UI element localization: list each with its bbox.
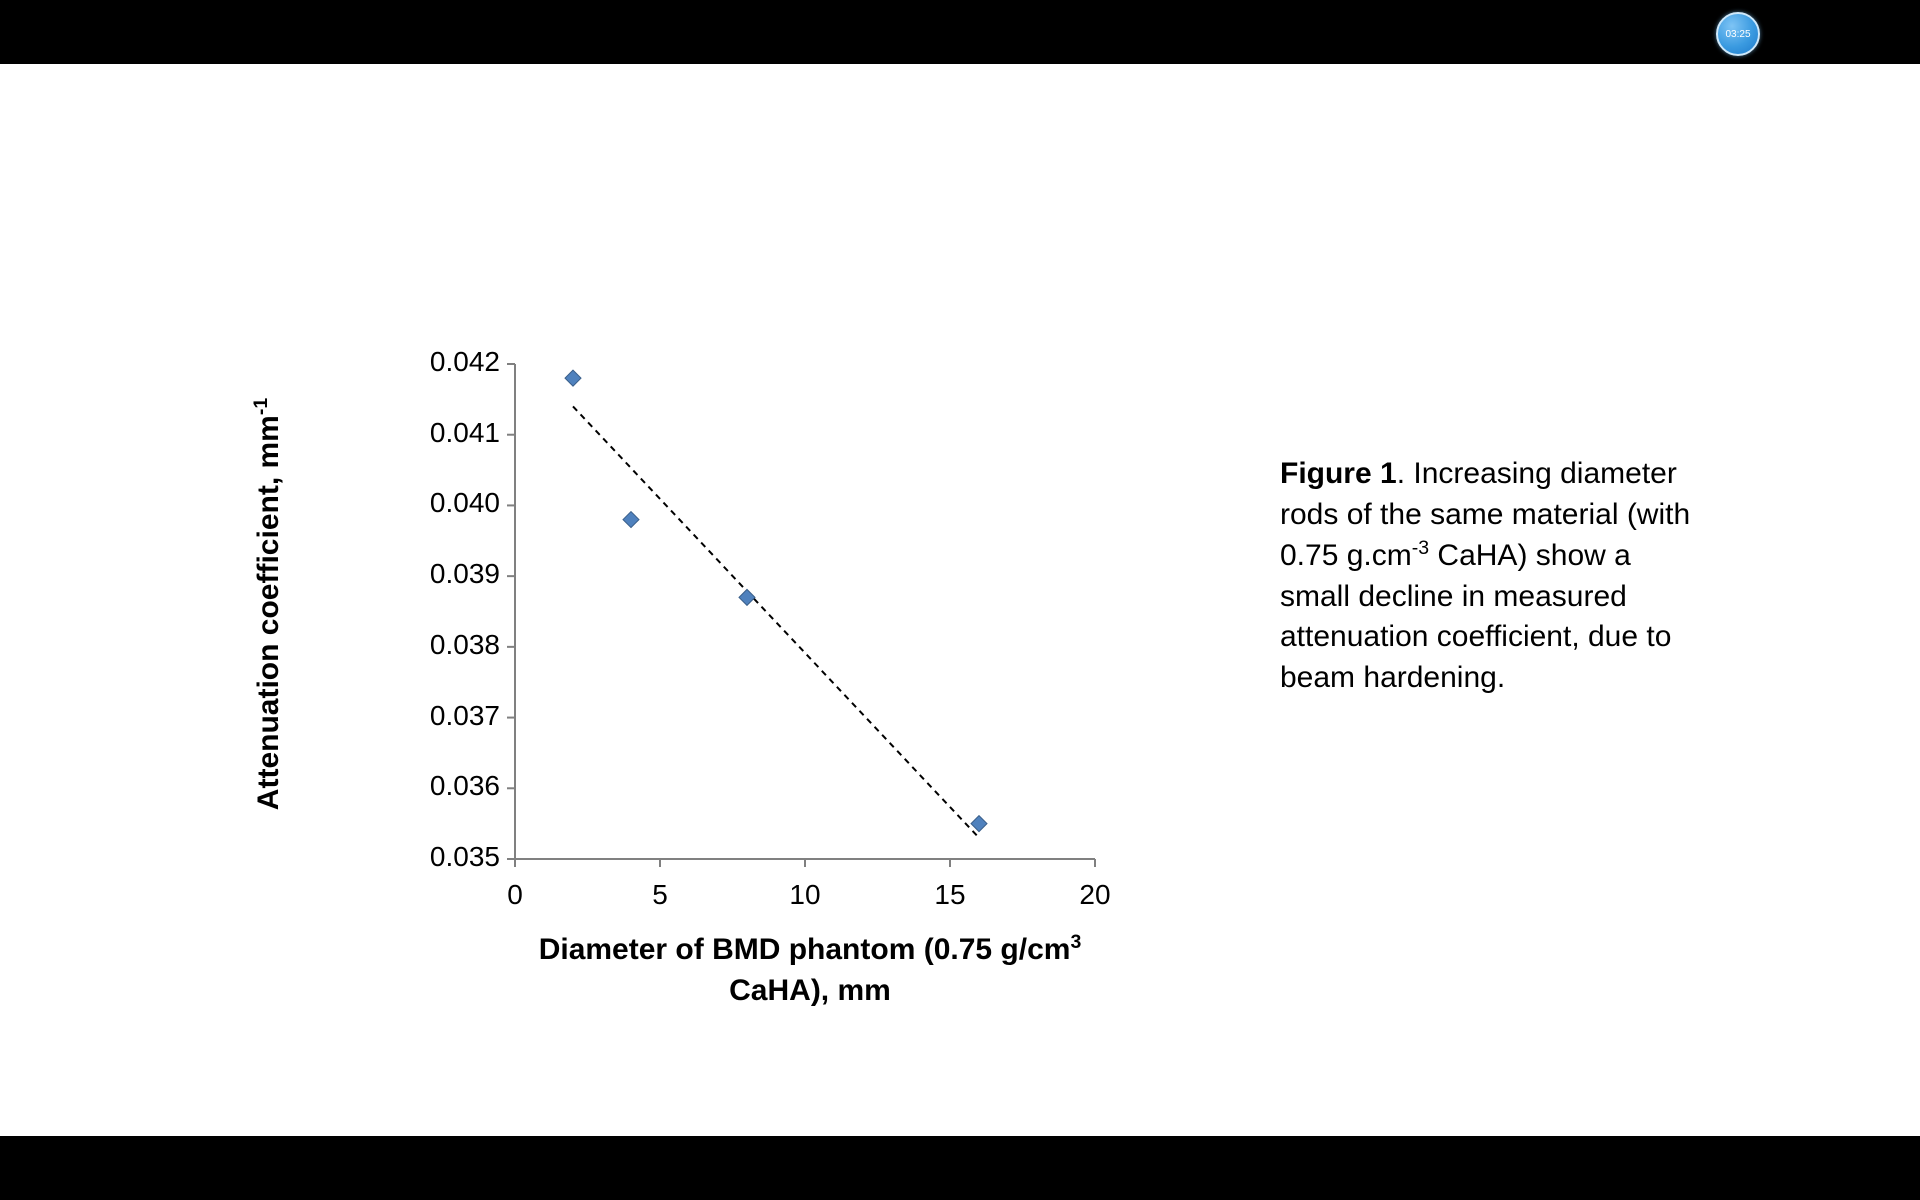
x-tick-label: 15 <box>920 879 980 911</box>
x-axis-title-line2: CaHA), mm <box>729 974 891 1007</box>
y-axis-title-text: Attenuation coefficient, mm <box>252 415 285 810</box>
x-tick-label: 20 <box>1065 879 1125 911</box>
plot-area <box>515 364 1095 859</box>
x-axis-title: Diameter of BMD phantom (0.75 g/cm3 CaHA… <box>500 929 1120 1011</box>
y-axis-title: Attenuation coefficient, mm-1 <box>250 364 286 844</box>
y-tick-label: 0.041 <box>380 417 500 449</box>
attenuation-chart: Attenuation coefficient, mm-1 0.0350.036… <box>260 324 1240 1044</box>
x-tick-label: 10 <box>775 879 835 911</box>
y-tick-label: 0.036 <box>380 770 500 802</box>
slide-body: Attenuation coefficient, mm-1 0.035 0.036… <box>0 64 1920 1136</box>
figure-label: Figure 1 <box>1280 457 1397 490</box>
plot-svg <box>515 364 1095 859</box>
y-tick-label: 0.035 <box>380 841 500 873</box>
y-tick-label: 0.038 <box>380 629 500 661</box>
x-tick-label: 0 <box>485 879 545 911</box>
x-axis-title-sup: 3 <box>1070 931 1081 953</box>
timer-text: 03:25 <box>1725 29 1750 40</box>
caption-sup: -3 <box>1412 537 1429 559</box>
y-tick-label: 0.040 <box>380 487 500 519</box>
timer-badge: 03:25 <box>1716 12 1760 56</box>
y-tick-label: 0.039 <box>380 558 500 590</box>
y-tick-label: 0.042 <box>380 346 500 378</box>
y-axis-title-sup: -1 <box>250 398 272 415</box>
x-axis-title-line1: Diameter of BMD phantom (0.75 g/cm <box>539 933 1071 966</box>
x-tick-label: 5 <box>630 879 690 911</box>
y-tick-label: 0.037 <box>380 700 500 732</box>
figure-caption: Figure 1. Increasing diameter rods of th… <box>1280 454 1700 698</box>
